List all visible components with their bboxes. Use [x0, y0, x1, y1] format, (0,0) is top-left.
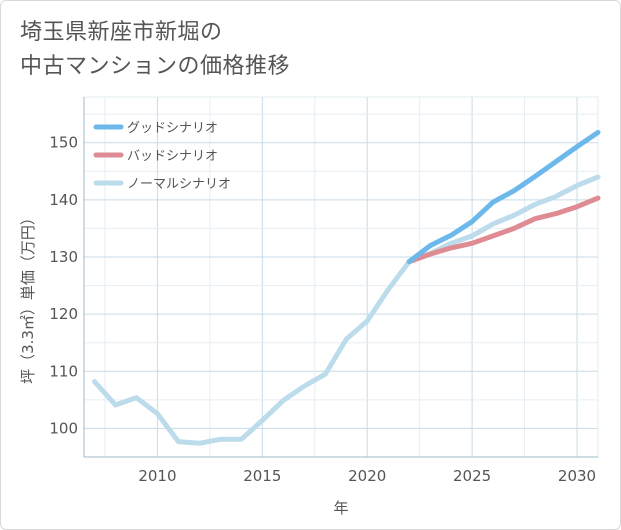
x-tick-label: 2030: [558, 467, 596, 485]
x-axis-label: 年: [333, 499, 348, 517]
series-line-1: [406, 195, 601, 265]
y-tick-label: 130: [49, 248, 78, 266]
series-line-0: [406, 129, 601, 265]
y-axis-label: 坪（3.3㎡）単価（万円）: [19, 210, 37, 384]
x-tick-label: 2010: [138, 467, 176, 485]
x-tick-label: 2025: [453, 467, 491, 485]
x-tick-label: 2020: [348, 467, 386, 485]
legend-label: ノーマルシナリオ: [127, 177, 231, 192]
legend-label: バッドシナリオ: [127, 149, 218, 164]
y-tick-label: 140: [49, 191, 78, 209]
chart-title-line-1: 埼玉県新座市新堀の: [20, 20, 223, 45]
x-tick-label: 2015: [243, 467, 281, 485]
chart-title-line-2: 中古マンションの価格推移: [20, 54, 291, 79]
plot-lines: [92, 129, 601, 446]
y-tick-label: 100: [49, 419, 78, 437]
series-line-2: [92, 174, 601, 446]
y-tick-label: 150: [49, 134, 78, 152]
y-tick-label: 120: [49, 305, 78, 323]
chart-title: 埼玉県新座市新堀の 中古マンションの価格推移: [20, 16, 290, 84]
y-tick-label: 110: [49, 362, 78, 380]
axis-ticks: 2010 2015 2020 2025 2030 100 110 120 130 140 150: [49, 134, 596, 485]
legend-label: グッドシナリオ: [127, 121, 218, 136]
